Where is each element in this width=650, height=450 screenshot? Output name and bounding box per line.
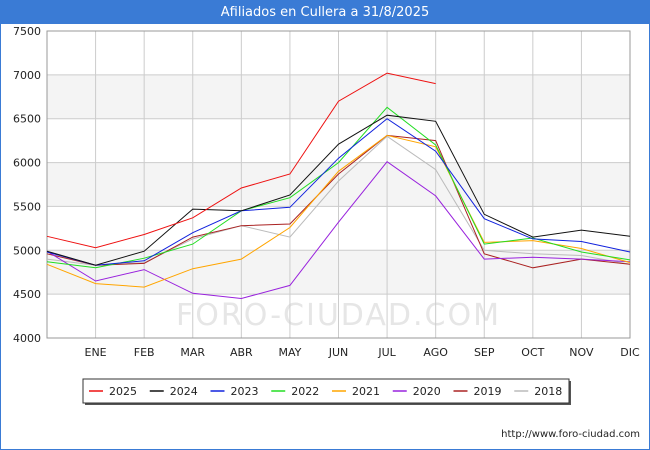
plot-border — [46, 30, 631, 339]
chart-title: Afiliados en Cullera a 31/8/2025 — [1, 1, 649, 24]
legend-label-2025: 2025 — [109, 385, 137, 398]
series-line-2019 — [46, 134, 631, 269]
x-tick-label: ABR — [230, 346, 253, 359]
y-tick-label: 6500 — [13, 113, 41, 126]
y-tick-label: 5500 — [13, 200, 41, 213]
x-tick-label: ENE — [85, 346, 107, 359]
x-tick-label: FEB — [134, 346, 155, 359]
x-tick-label: MAR — [180, 346, 205, 359]
legend-label-2022: 2022 — [291, 385, 319, 398]
legend-label-2020: 2020 — [413, 385, 441, 398]
legend-label-2023: 2023 — [231, 385, 259, 398]
x-tick-label: NOV — [569, 346, 594, 359]
y-tick-label: 5000 — [13, 244, 41, 257]
series-line-2023 — [46, 118, 631, 266]
watermark: FORO-CIUDAD.COM — [176, 298, 501, 333]
x-tick-label: SEP — [474, 346, 495, 359]
x-tick-label: MAY — [278, 346, 301, 359]
y-tick-label: 4000 — [13, 332, 41, 345]
x-tick-label: DIC — [620, 346, 640, 359]
legend-label-2019: 2019 — [474, 385, 502, 398]
legend-label-2021: 2021 — [352, 385, 380, 398]
y-tick-label: 7500 — [13, 25, 41, 38]
y-tick-label: 7000 — [13, 69, 41, 82]
series-line-2021 — [46, 134, 631, 288]
series-line-2022 — [46, 106, 631, 269]
x-tick-label: AGO — [423, 346, 448, 359]
y-tick-label: 6000 — [13, 157, 41, 170]
legend — [82, 378, 570, 404]
x-tick-label: JUN — [328, 346, 349, 359]
series-line-2018 — [46, 135, 631, 266]
series-line-2025 — [46, 72, 436, 249]
series-line-2020 — [46, 161, 631, 300]
source-url[interactable]: http://www.foro-ciudad.com — [501, 429, 640, 440]
legend-label-2018: 2018 — [534, 385, 562, 398]
y-tick-label: 4500 — [13, 288, 41, 301]
x-tick-label: JUL — [377, 346, 396, 359]
series-line-2024 — [46, 114, 631, 266]
x-tick-label: OCT — [521, 346, 544, 359]
legend-label-2024: 2024 — [170, 385, 198, 398]
